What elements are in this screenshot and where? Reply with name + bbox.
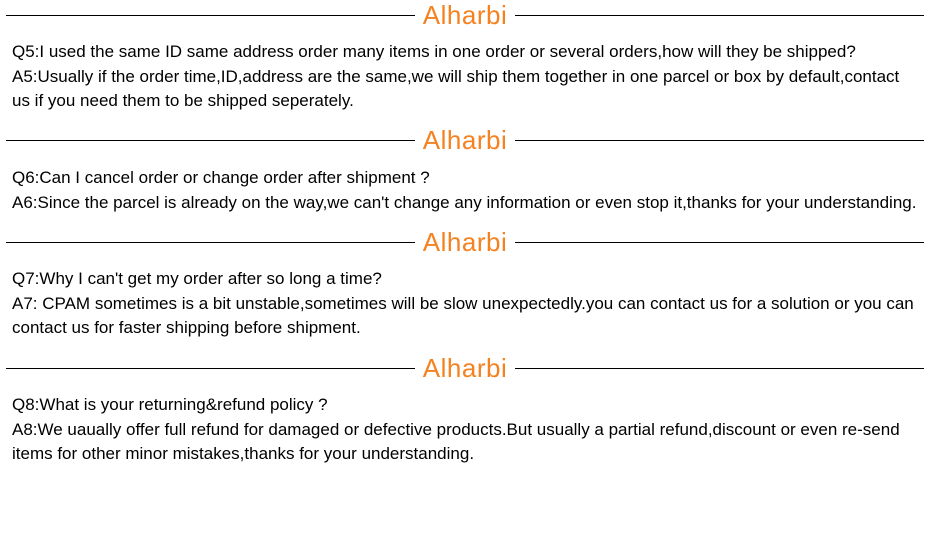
divider-line-left: [6, 368, 415, 369]
divider-line-right: [515, 368, 924, 369]
brand-label: Alharbi: [421, 227, 509, 258]
brand-divider: Alharbi: [0, 227, 930, 257]
divider-line-right: [515, 15, 924, 16]
divider-line-left: [6, 15, 415, 16]
faq-question: Q5:I used the same ID same address order…: [12, 40, 918, 65]
faq-answer: A8:We uaually offer full refund for dama…: [12, 418, 918, 467]
faq-answer: A6:Since the parcel is already on the wa…: [12, 191, 918, 216]
faq-block: Q7:Why I can't get my order after so lon…: [0, 257, 930, 353]
brand-divider: Alharbi: [0, 353, 930, 383]
faq-answer: A5:Usually if the order time,ID,address …: [12, 65, 918, 114]
faq-block: Q6:Can I cancel order or change order af…: [0, 156, 930, 227]
faq-question: Q6:Can I cancel order or change order af…: [12, 166, 918, 191]
brand-label: Alharbi: [421, 353, 509, 384]
brand-divider: Alharbi: [0, 126, 930, 156]
divider-line-right: [515, 242, 924, 243]
faq-question: Q8:What is your returning&refund policy …: [12, 393, 918, 418]
brand-label: Alharbi: [421, 125, 509, 156]
brand-divider: Alharbi: [0, 0, 930, 30]
divider-line-left: [6, 140, 415, 141]
brand-label: Alharbi: [421, 0, 509, 31]
faq-block: Q5:I used the same ID same address order…: [0, 30, 930, 126]
faq-block: Q8:What is your returning&refund policy …: [0, 383, 930, 479]
divider-line-right: [515, 140, 924, 141]
divider-line-left: [6, 242, 415, 243]
faq-answer: A7: CPAM sometimes is a bit unstable,som…: [12, 292, 918, 341]
faq-question: Q7:Why I can't get my order after so lon…: [12, 267, 918, 292]
